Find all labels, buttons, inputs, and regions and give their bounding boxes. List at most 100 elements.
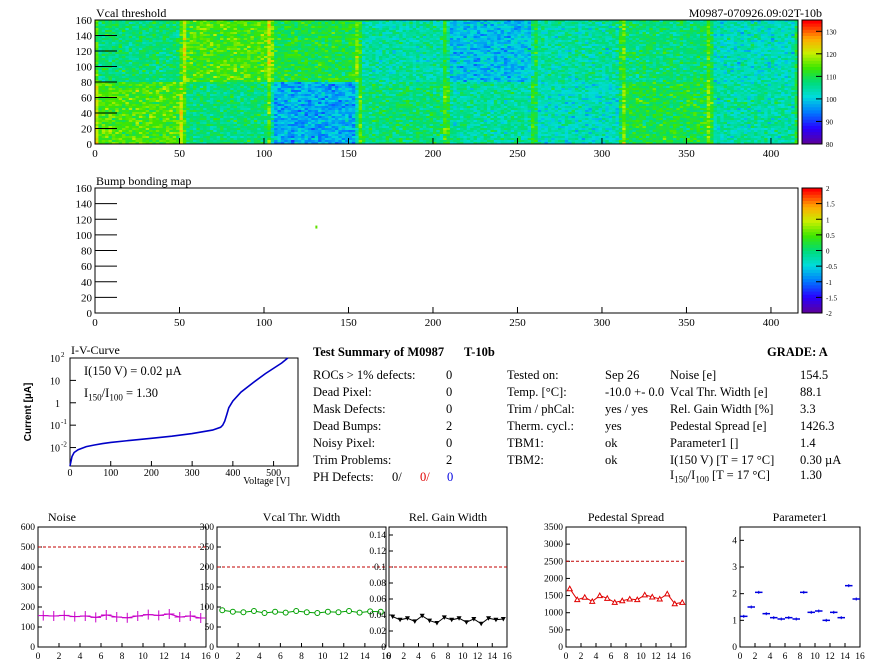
bump-bonding-map-colorbar-label: 2 [826,185,830,193]
bump-bonding-map-colorbar-cell [802,206,822,211]
vcal-threshold-map-colorbar-cell [802,128,822,133]
vcal-width-xtick-label: 0 [215,652,220,662]
gain-width-point [441,615,447,620]
gain-width-ytick-label: 0.06 [369,595,386,605]
bump-bonding-map-ytick-label: 40 [81,277,93,289]
vcal-width-xtick-label: 12 [339,652,349,662]
gain-width-point [412,619,418,624]
vcal-width-series-line [222,609,381,614]
vcal-threshold-map-colorbar-cell [802,88,822,92]
gain-width-ytick-label: 0.1 [374,563,386,573]
summary-title: Test Summary of M0987 [313,345,445,359]
bump-bonding-map-colorbar-cell [802,281,822,286]
right-col-value: 1.4 [800,436,816,450]
vcal-threshold-map-ytick-label: 0 [87,139,93,151]
pedestal-xtick-label: 16 [681,652,691,662]
vcal-width-point [367,608,374,615]
iv-ytick-label: 1 [55,399,60,410]
vcal-threshold-map-xtick-label: 200 [425,148,442,160]
iv-frame [69,357,299,467]
right-col-label: Pedestal Spread [e] [670,419,767,433]
ph-defects-value-3: 0 [447,470,454,484]
vcal-threshold-map-colorbar-cell [802,57,822,61]
noise-ytick-label: 600 [21,523,36,533]
vcal-width-ytick-label: 200 [200,563,215,573]
bump-bonding-map-colorbar-cell [802,188,822,192]
vcal-threshold-map-colorbar-cell [802,125,822,129]
vcal-width-point [229,608,236,615]
vcal-width-point [356,609,363,616]
pedestal-ytick-label: 2500 [544,557,563,567]
ph-defects-value-1: 0/ [392,470,402,484]
vcal-threshold-map-colorbar-cell [802,109,822,114]
bump-bonding-map-colorbar-cell [802,234,822,239]
bump-bonding-map-colorbar-label: 0.5 [826,232,835,240]
vcal-threshold-map-colorbar-cell [802,47,822,52]
pedestal-series-line [569,588,683,605]
bump-bonding-map-colorbar-cell [802,303,822,308]
pedestal-point [678,598,686,605]
iv-annotation-current: I(150 V) = 0.02 µA [84,364,182,378]
mid-col-label: Trim / phCal: [507,402,575,416]
noise-ytick-label: 400 [21,563,36,573]
bump-bonding-map-colorbar-label: 1.5 [826,201,835,209]
left-col-value: 0 [446,385,453,399]
vcal-threshold-map-colorbar-cell [802,131,822,136]
gain-width-xtick-label: 0 [387,652,392,662]
pedestal-point [588,597,596,604]
iv-xtick-label: 0 [68,468,73,479]
vcal-width-point [240,609,247,616]
vcal-threshold-map-colorbar-frame [801,19,823,145]
bump-bonding-map-colorbar-cell [802,300,822,305]
mid-col-value: Sep 26 [605,368,640,382]
bump-bonding-map-colorbar-cell [802,197,822,201]
left-col-label: ROCs > 1% defects: [313,368,416,382]
left-col-label: Noisy Pixel: [313,436,376,450]
vcal-width-xtick-label: 4 [257,652,262,662]
vcal-threshold-map-ytick-label: 80 [81,77,93,89]
noise-title: Noise [48,510,76,524]
iv-ytick-exponent: -1 [61,418,67,426]
vcal-threshold-map-ytick-label: 40 [81,108,93,120]
vcal-threshold-map-xtick-label: 0 [92,148,98,160]
bump-bonding-map-ytick-label: 80 [81,246,93,258]
vcal-threshold-map-colorbar-cell [802,122,822,126]
bump-bonding-map-colorbar-cell [802,306,822,311]
bump-bonding-map-xtick-label: 400 [763,317,780,329]
gain-width-point [434,621,440,626]
pedestal-frame [565,526,687,648]
noise-xtick-label: 2 [57,652,62,662]
gain-width-xtick-label: 4 [416,652,421,662]
vcal-width-point [250,608,257,614]
vcal-threshold-map-colorbar-cell [802,69,822,74]
bump-bonding-map-colorbar-cell [802,269,822,273]
vcal-width-xtick-label: 8 [299,652,304,662]
left-col-value: 0 [446,368,453,382]
bump-bonding-map-colorbar-cell [802,309,822,314]
mid-col-value: yes [605,419,622,433]
vcal-threshold-map-colorbar-cell [802,51,822,55]
pedestal-point [641,591,649,598]
iv-curve-line [69,357,289,467]
pedestal-point [656,595,664,602]
vcal-threshold-pixels [95,20,799,145]
gain-width-point [486,616,492,621]
left-col-value: 0 [446,436,453,450]
pedestal-xtick-label: 12 [651,652,661,662]
bump-bonding-map-xtick-label: 100 [256,317,273,329]
gain-width-ytick-label: 0.12 [369,547,386,557]
right-col-label: Parameter1 [] [670,436,739,450]
parameter1-frame [739,526,861,648]
pedestal-ytick-label: 1500 [544,592,563,602]
noise-xtick-label: 14 [180,652,190,662]
gain-width-xtick-label: 8 [446,652,451,662]
vcal-threshold-map-colorbar-cell [802,100,822,105]
vcal-threshold-map-xtick-label: 400 [763,148,780,160]
bump-bonding-map-colorbar-cell [802,244,822,248]
vcal-threshold-map-colorbar-cell [802,20,822,24]
vcal-width-xtick-label: 6 [278,652,283,662]
noise-ytick-label: 500 [21,543,36,553]
vcal-threshold-map-ytick-label: 160 [76,15,93,27]
bump-bonding-map-colorbar-cell [802,297,822,301]
vcal-width-xtick-label: 16 [381,652,391,662]
